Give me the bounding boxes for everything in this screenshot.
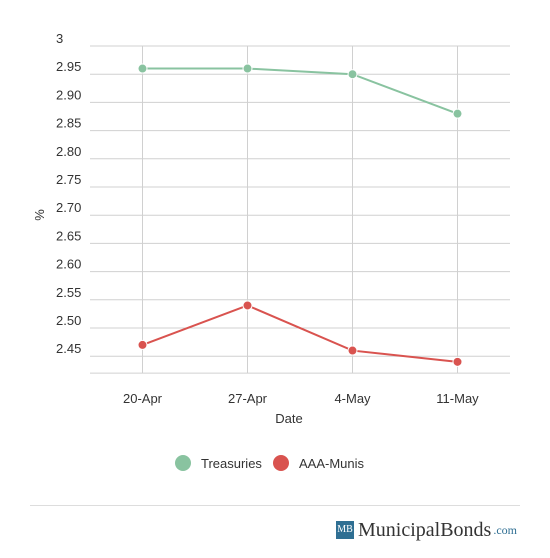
y-tick-label: 2.80 (56, 144, 81, 159)
footer-divider (30, 505, 520, 506)
line-chart: 3 2.95 2.90 2.85 2.80 2.75 2.70 2.65 2.60 2.55 2.5… (32, 31, 510, 471)
mb-logo-icon: MB (336, 521, 354, 539)
data-point (137, 63, 148, 74)
series-layer (137, 63, 463, 367)
y-tick-label: 2.95 (56, 59, 81, 74)
brand-domain: .com (493, 522, 518, 537)
legend-label: Treasuries (201, 456, 262, 471)
y-axis-ticks: 3 2.95 2.90 2.85 2.80 2.75 2.70 2.65 2.60 2.55 2.5… (56, 31, 81, 356)
x-axis-label: Date (275, 411, 302, 426)
legend: Treasuries AAA-Munis (175, 455, 365, 471)
series-line (142, 304, 458, 363)
series-line (142, 67, 458, 115)
y-tick-label: 2.70 (56, 200, 81, 215)
brand-name: MunicipalBonds (358, 518, 492, 541)
x-tick-label: 4-May (334, 391, 371, 406)
x-tick-label: 27-Apr (228, 391, 268, 406)
y-tick-label: 2.45 (56, 341, 81, 356)
x-tick-label: 20-Apr (123, 391, 163, 406)
y-tick-label: 3 (56, 31, 63, 46)
brand-logo[interactable]: MB MunicipalBonds .com (336, 518, 517, 542)
data-point (242, 300, 253, 311)
y-tick-label: 2.75 (56, 172, 81, 187)
data-point (347, 69, 358, 80)
data-point (347, 345, 358, 356)
data-point (452, 356, 463, 367)
y-tick-label: 2.60 (56, 257, 81, 272)
y-tick-label: 2.90 (56, 87, 81, 102)
y-tick-label: 2.85 (56, 116, 81, 131)
data-point (452, 108, 463, 119)
y-tick-label: 2.55 (56, 285, 81, 300)
data-point (242, 63, 253, 74)
data-point (137, 339, 148, 350)
legend-label: AAA-Munis (299, 456, 365, 471)
grid-lines (90, 45, 510, 374)
y-tick-label: 2.50 (56, 313, 81, 328)
legend-marker (273, 455, 289, 471)
y-axis-label: % (32, 209, 47, 221)
x-axis-ticks: 20-Apr 27-Apr 4-May 11-May (123, 391, 479, 406)
legend-marker (175, 455, 191, 471)
x-tick-label: 11-May (436, 391, 479, 406)
y-tick-label: 2.65 (56, 228, 81, 243)
